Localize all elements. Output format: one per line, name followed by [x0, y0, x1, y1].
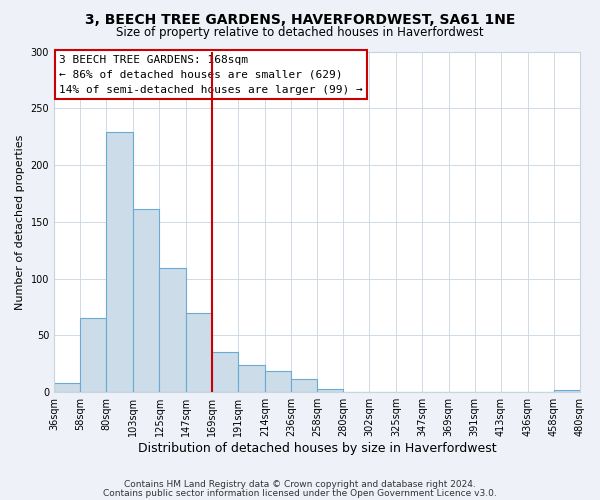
Bar: [554, 390, 580, 392]
Text: Size of property relative to detached houses in Haverfordwest: Size of property relative to detached ho…: [116, 26, 484, 39]
Text: Contains public sector information licensed under the Open Government Licence v3: Contains public sector information licen…: [103, 488, 497, 498]
Y-axis label: Number of detached properties: Number of detached properties: [15, 134, 25, 310]
Text: 3 BEECH TREE GARDENS: 168sqm
← 86% of detached houses are smaller (629)
14% of s: 3 BEECH TREE GARDENS: 168sqm ← 86% of de…: [59, 55, 363, 94]
Bar: [317, 389, 343, 392]
Bar: [54, 383, 80, 392]
Bar: [133, 210, 160, 392]
Bar: [106, 132, 133, 392]
Bar: [265, 370, 291, 392]
Bar: [160, 268, 185, 392]
Bar: [212, 352, 238, 392]
Bar: [80, 318, 106, 392]
Bar: [291, 378, 317, 392]
Bar: [238, 365, 265, 392]
Text: 3, BEECH TREE GARDENS, HAVERFORDWEST, SA61 1NE: 3, BEECH TREE GARDENS, HAVERFORDWEST, SA…: [85, 12, 515, 26]
X-axis label: Distribution of detached houses by size in Haverfordwest: Distribution of detached houses by size …: [138, 442, 496, 455]
Text: Contains HM Land Registry data © Crown copyright and database right 2024.: Contains HM Land Registry data © Crown c…: [124, 480, 476, 489]
Bar: [185, 312, 212, 392]
